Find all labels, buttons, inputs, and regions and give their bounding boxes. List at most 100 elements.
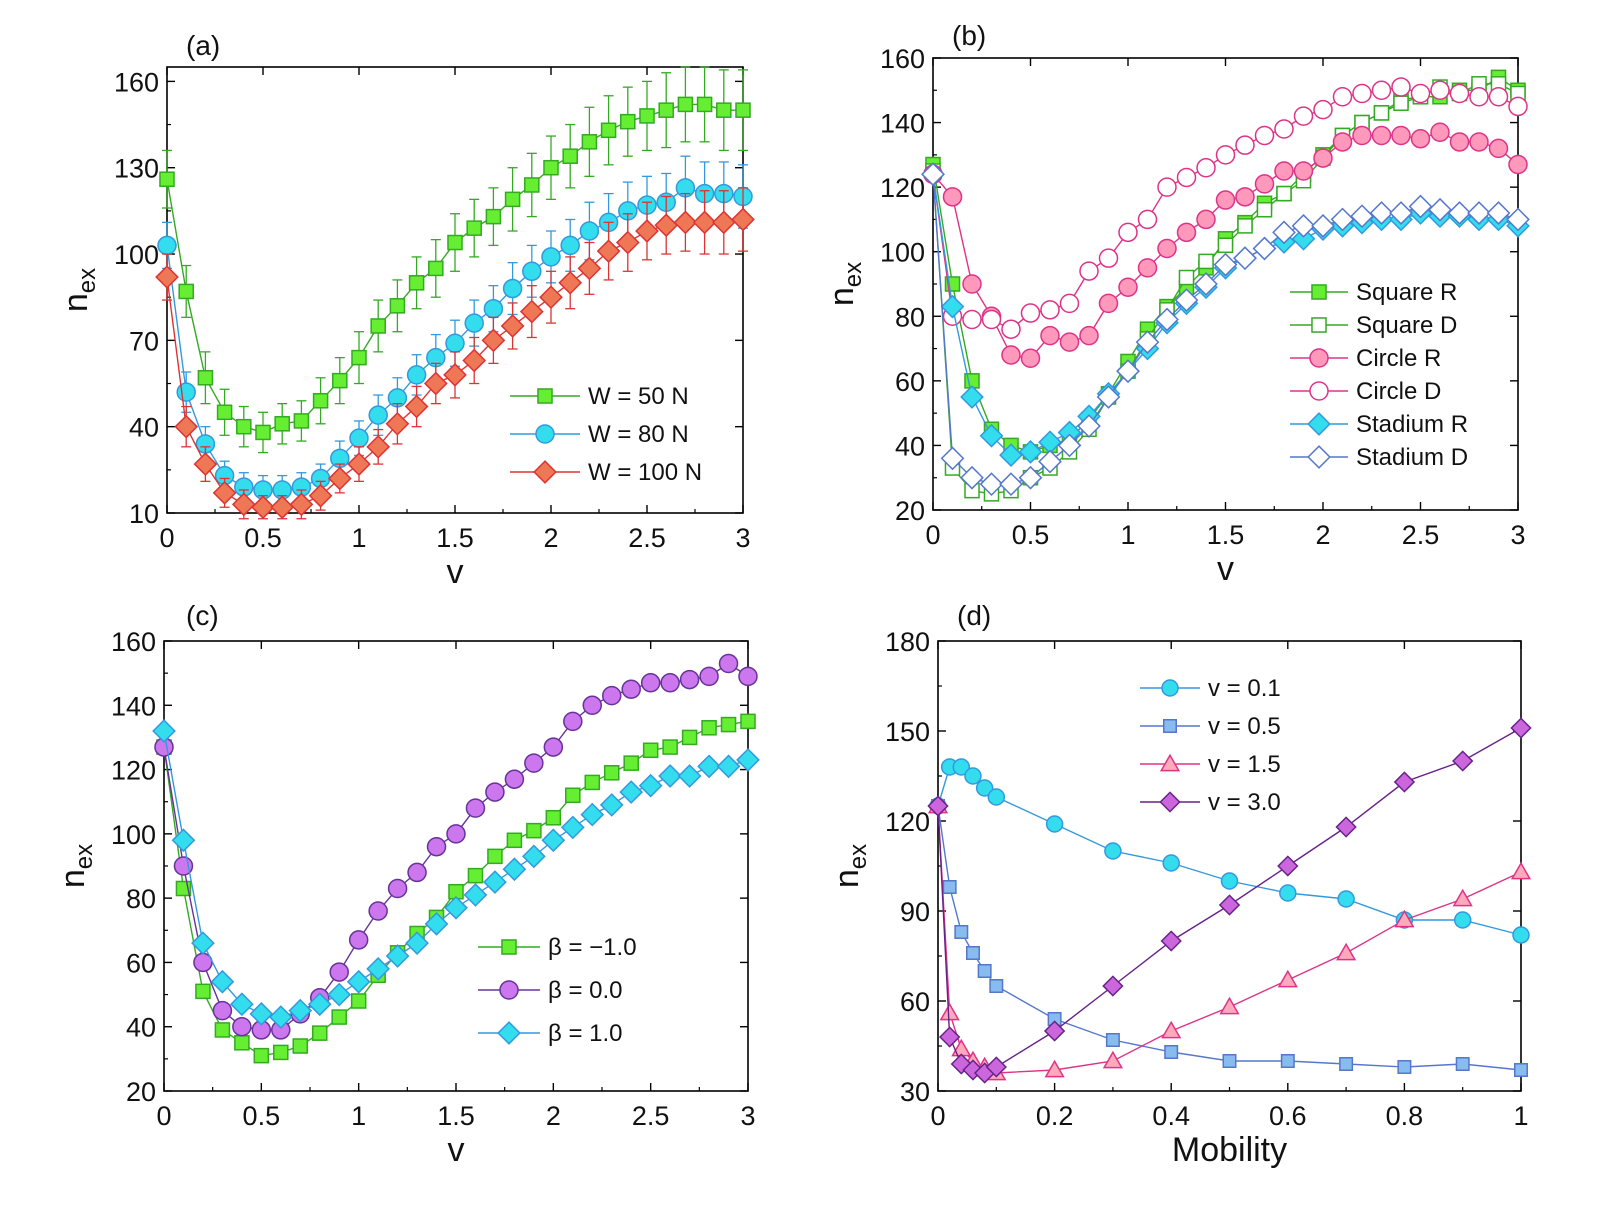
legend-marker	[1307, 445, 1331, 469]
x-axis-title: v	[448, 1131, 465, 1169]
data-point	[406, 365, 427, 385]
series-d-1	[931, 799, 1528, 1077]
legend-marker	[1159, 753, 1181, 772]
data-point	[481, 328, 506, 353]
data-point	[1135, 330, 1160, 354]
x-tick-label: 0.6	[1269, 1101, 1307, 1131]
data-point	[1449, 83, 1470, 104]
data-point	[1059, 293, 1080, 314]
series-a-1	[157, 155, 753, 506]
data-point	[443, 363, 467, 387]
data-point	[1038, 449, 1062, 474]
series-b-2	[923, 122, 1528, 369]
data-point	[603, 765, 620, 781]
data-point	[524, 753, 544, 773]
series-line	[937, 805, 1522, 1074]
data-point	[1469, 132, 1489, 152]
data-point	[1389, 201, 1413, 225]
data-point	[327, 466, 352, 491]
y-axis-title: nex	[828, 844, 872, 888]
data-point	[940, 294, 965, 319]
x-tick-label: 0	[159, 523, 174, 553]
data-point	[1118, 222, 1138, 243]
data-point	[960, 385, 984, 409]
x-tick-label: 2.5	[628, 523, 666, 553]
data-point	[1279, 884, 1297, 902]
data-point	[1176, 222, 1197, 243]
data-point	[1337, 890, 1355, 908]
x-tick-label: 0	[930, 1101, 945, 1131]
series-c-2	[152, 719, 760, 1029]
data-point	[157, 235, 177, 256]
data-point	[1044, 1059, 1065, 1078]
data-point	[485, 208, 502, 225]
data-point	[1410, 83, 1431, 104]
x-tick-label: 0.5	[243, 1101, 281, 1131]
data-point	[1045, 815, 1064, 833]
series-c-0	[156, 713, 756, 1064]
data-point	[506, 832, 523, 849]
data-point	[623, 755, 639, 771]
data-point	[1274, 161, 1294, 181]
panel-d-legend: v = 0.1 v = 0.5 v = 1.5 v = 3.0	[1140, 675, 1281, 816]
data-point	[1102, 975, 1124, 997]
data-point	[579, 221, 600, 241]
data-point	[985, 1056, 1007, 1078]
data-point	[463, 883, 488, 907]
x-tick-label: 1	[351, 1101, 366, 1131]
data-point	[311, 1025, 328, 1041]
data-point	[327, 982, 352, 1007]
panel-b: (b) 0 0.5 1 1.5 2 2.5 3 20 40 60 80 100 120 140 160 v nex…	[823, 20, 1530, 588]
data-point	[524, 177, 540, 193]
data-point	[673, 210, 698, 235]
data-point	[504, 191, 521, 208]
data-point	[1219, 996, 1240, 1015]
x-tick-label: 2	[543, 523, 558, 553]
legend-marker	[1159, 791, 1181, 813]
data-point	[1198, 253, 1214, 270]
data-point	[1410, 128, 1431, 149]
data-point	[720, 716, 737, 733]
data-point	[1447, 201, 1472, 225]
data-point	[332, 372, 348, 389]
data-point	[735, 102, 751, 118]
series-line	[937, 805, 1522, 1071]
data-point	[404, 394, 429, 419]
x-tick-label: 1.5	[437, 1101, 475, 1131]
data-point	[711, 210, 736, 235]
data-point	[640, 673, 661, 693]
legend-marker	[535, 424, 555, 444]
y-tick-label: 100	[111, 820, 156, 850]
legend-label: β = −1.0	[548, 934, 637, 961]
data-point	[214, 1022, 231, 1038]
x-tick-label: 2	[546, 1101, 561, 1131]
data-point	[502, 278, 523, 299]
y-tick-label: 20	[895, 496, 925, 526]
y-tick-label: 120	[111, 756, 156, 786]
legend-label: Square R	[1356, 279, 1457, 306]
panel-a: (a) 0 0.5 1 1.5 2 2.5 3 10 40 70 100 130 160 v nex W = 5…	[57, 30, 755, 591]
series-a-0	[159, 66, 751, 454]
data-point	[584, 774, 601, 791]
x-tick-label: 3	[740, 1101, 755, 1131]
data-point	[350, 993, 367, 1009]
data-point	[697, 754, 721, 779]
series-d-3	[927, 717, 1532, 1084]
x-tick-label: 1	[1513, 1101, 1528, 1131]
data-point	[1217, 237, 1234, 254]
y-axis-title-main: n	[57, 293, 95, 312]
data-point	[679, 669, 700, 690]
data-point	[740, 713, 756, 730]
data-point	[677, 96, 694, 113]
data-point	[962, 309, 982, 330]
data-point	[1393, 771, 1416, 793]
data-point	[654, 213, 679, 238]
data-point	[236, 418, 252, 435]
x-axis-title: v	[1217, 550, 1234, 588]
data-point	[1196, 209, 1216, 230]
data-point	[1176, 167, 1197, 188]
data-point	[1105, 1033, 1120, 1047]
data-point	[152, 719, 176, 743]
panel-b-legend: Square R Square D Circle R Circle D Stadium …	[1290, 279, 1468, 471]
data-point	[487, 848, 503, 865]
